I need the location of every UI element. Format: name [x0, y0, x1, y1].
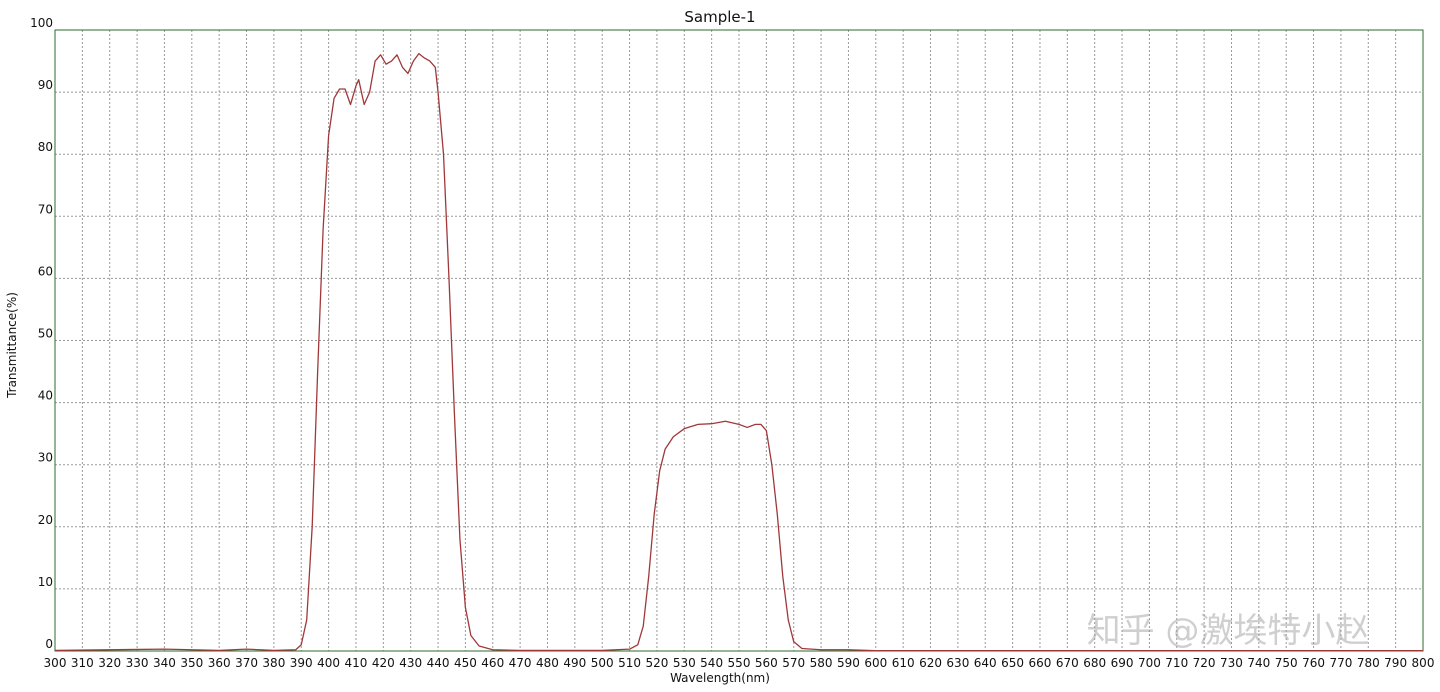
- x-tick-label: 540: [700, 656, 723, 670]
- x-tick-label: 770: [1329, 656, 1352, 670]
- x-tick-label: 490: [563, 656, 586, 670]
- x-tick-label: 640: [974, 656, 997, 670]
- x-tick-label: 800: [1412, 656, 1435, 670]
- watermark: 知乎 @激埃特小赵: [1087, 611, 1370, 651]
- data-line: [54, 52, 1423, 652]
- x-tick-label: 310: [71, 656, 94, 670]
- x-tick-label: 680: [1083, 656, 1106, 670]
- x-tick-label: 480: [536, 656, 559, 670]
- x-tick-label: 320: [98, 656, 121, 670]
- x-tick-label: 610: [892, 656, 915, 670]
- y-axis-label: Transmittance(%): [5, 292, 19, 399]
- x-tick-label: 590: [837, 656, 860, 670]
- y-tick-label: 30: [38, 451, 53, 465]
- x-tick-label: 350: [180, 656, 203, 670]
- x-tick-label: 790: [1384, 656, 1407, 670]
- x-tick-label: 420: [372, 656, 395, 670]
- y-tick-label: 50: [38, 327, 53, 341]
- y-tick-label: 70: [38, 202, 53, 216]
- x-tick-label: 370: [235, 656, 258, 670]
- x-tick-label: 730: [1220, 656, 1243, 670]
- x-tick-label: 330: [126, 656, 149, 670]
- y-tick-label: 20: [38, 513, 53, 527]
- x-tick-label: 570: [782, 656, 805, 670]
- plot-frame: [54, 29, 1424, 652]
- x-tick-label: 670: [1056, 656, 1079, 670]
- y-tick-label: 100: [30, 16, 53, 30]
- y-tick-label: 60: [38, 264, 53, 278]
- x-tick-label: 340: [153, 656, 176, 670]
- x-tick-label: 530: [673, 656, 696, 670]
- x-tick-label: 450: [454, 656, 477, 670]
- x-tick-label: 300: [44, 656, 67, 670]
- x-tick-label: 550: [728, 656, 751, 670]
- x-tick-label: 500: [591, 656, 614, 670]
- x-tick-label: 750: [1275, 656, 1298, 670]
- x-tick-label: 510: [618, 656, 641, 670]
- x-tick-label: 400: [317, 656, 340, 670]
- x-tick-label: 720: [1193, 656, 1216, 670]
- x-tick-label: 380: [262, 656, 285, 670]
- y-tick-label: 40: [38, 389, 53, 403]
- x-tick-label: 440: [427, 656, 450, 670]
- x-tick-label: 620: [919, 656, 942, 670]
- x-tick-label: 580: [810, 656, 833, 670]
- y-tick-label: 90: [38, 78, 53, 92]
- x-tick-label: 360: [208, 656, 231, 670]
- x-tick-label: 650: [1001, 656, 1024, 670]
- x-tick-label: 390: [290, 656, 313, 670]
- x-tick-label: 780: [1357, 656, 1380, 670]
- x-tick-label: 710: [1165, 656, 1188, 670]
- x-tick-label: 560: [755, 656, 778, 670]
- x-axis-label: Wavelength(nm): [670, 671, 770, 685]
- x-tick-label: 630: [946, 656, 969, 670]
- x-tick-label: 520: [645, 656, 668, 670]
- x-tick-label: 690: [1111, 656, 1134, 670]
- y-tick-label: 80: [38, 140, 53, 154]
- x-tick-label: 410: [345, 656, 368, 670]
- x-tick-label: 700: [1138, 656, 1161, 670]
- x-tick-label: 760: [1302, 656, 1325, 670]
- x-tick-label: 660: [1029, 656, 1052, 670]
- x-tick-label: 470: [509, 656, 532, 670]
- y-tick-label: 0: [45, 637, 53, 651]
- y-tick-label: 10: [38, 575, 53, 589]
- chart-title: Sample-1: [684, 8, 755, 26]
- x-tick-label: 460: [481, 656, 504, 670]
- x-tick-label: 600: [864, 656, 887, 670]
- x-tick-label: 740: [1247, 656, 1270, 670]
- x-tick-label: 430: [399, 656, 422, 670]
